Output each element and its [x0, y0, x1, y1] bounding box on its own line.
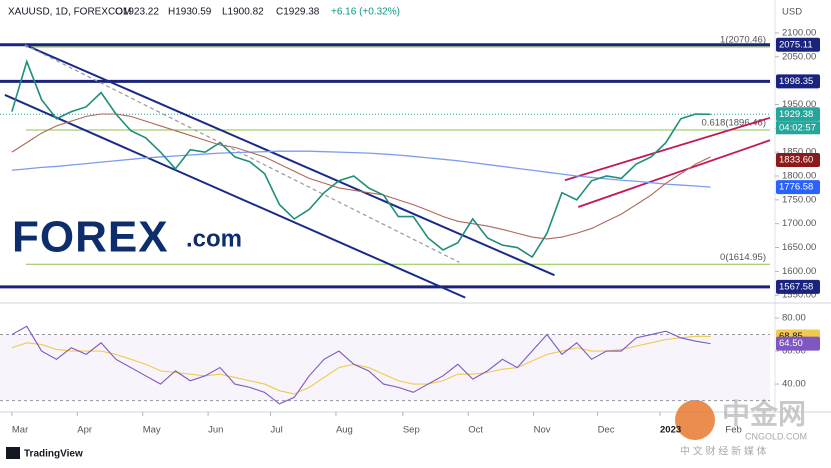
y-tick-label: 1700.00 [782, 218, 816, 229]
x-tick-label: Dec [598, 425, 615, 436]
price-label: 1929.38 [779, 109, 813, 120]
x-tick-label: Feb [725, 425, 741, 436]
price-label: 2075.11 [779, 39, 813, 50]
trendline [577, 139, 771, 208]
price-label-box [776, 74, 820, 89]
fib-label: 0(1614.95) [720, 252, 766, 263]
last-value-label: 68.85 [779, 331, 803, 342]
countdown-box [776, 121, 820, 135]
last-value-label: 64.50 [779, 338, 803, 349]
watermark-icon [675, 400, 715, 440]
trendline [24, 44, 460, 263]
currency: USD [782, 7, 802, 18]
ohlc-change: +6.16 (+0.32%) [331, 7, 400, 18]
x-tick-label: Mar [12, 425, 28, 436]
price-label-box [776, 152, 820, 167]
x-tick-label: Jul [271, 425, 283, 436]
price-label-box [776, 37, 820, 52]
x-tick-label: Nov [534, 425, 551, 436]
x-tick-label: Aug [336, 425, 353, 436]
y-tick-label: 2100.00 [782, 27, 816, 38]
countdown: 04:02:57 [779, 122, 816, 133]
y-tick-label: 80.00 [782, 313, 806, 324]
series-line [11, 325, 711, 405]
trendline [564, 116, 771, 182]
ohlc-open: O1923.22 [115, 7, 159, 18]
footer: TradingView [24, 449, 83, 460]
price-label-box [776, 180, 820, 195]
x-tick-label: Oct [468, 425, 483, 436]
y-tick-label: 1800.00 [782, 171, 816, 182]
y-tick-label: 1650.00 [782, 242, 816, 253]
x-tick-label: Jun [208, 425, 223, 436]
ohlc-close: C1929.38 [276, 7, 320, 18]
symbol: XAUUSD, 1D, FOREXCOM [8, 7, 131, 18]
x-tick-label: Apr [77, 425, 92, 436]
y-tick-label: 2050.00 [782, 51, 816, 62]
y-tick-label: 40.00 [782, 379, 806, 390]
series-line [11, 113, 711, 240]
tv-icon [6, 447, 20, 459]
y-tick-label: 1600.00 [782, 266, 816, 277]
fib-label: 0.618(1896.46) [702, 118, 766, 129]
x-tick-label: 2023 [660, 425, 681, 436]
watermark-tagline: 中 文 财 经 新 媒 体 [680, 445, 767, 458]
watermark-site: CNGOLD.COM [745, 431, 807, 441]
price-label: 1776.58 [779, 182, 813, 193]
price-label: 1998.35 [779, 76, 813, 87]
trendline [4, 93, 466, 299]
price-label: 1567.58 [779, 281, 813, 292]
series-line [11, 335, 711, 395]
fib-label: 1(2070.46) [720, 35, 766, 46]
y-tick-label: 1550.00 [782, 290, 816, 301]
price-label-box [776, 279, 820, 294]
last-value-box [776, 336, 820, 351]
x-tick-label: Sep [403, 425, 420, 436]
watermark: 中金网 [722, 397, 806, 429]
logo-suffix: .com [186, 225, 242, 252]
series-line [11, 59, 711, 259]
ohlc-high: H1930.59 [168, 7, 212, 18]
y-tick-label: 60.00 [782, 346, 806, 357]
rsi-band [0, 334, 770, 401]
y-tick-label: 1750.00 [782, 194, 816, 205]
logo: FOREX [12, 213, 169, 262]
price-label: 1833.60 [779, 154, 813, 165]
ohlc-low: L1900.82 [222, 7, 264, 18]
price-label-box [776, 107, 820, 122]
trendline [24, 43, 555, 277]
y-tick-label: 1950.00 [782, 99, 816, 110]
y-tick-label: 1850.00 [782, 147, 816, 158]
series-line [11, 150, 711, 188]
x-tick-label: May [143, 425, 161, 436]
